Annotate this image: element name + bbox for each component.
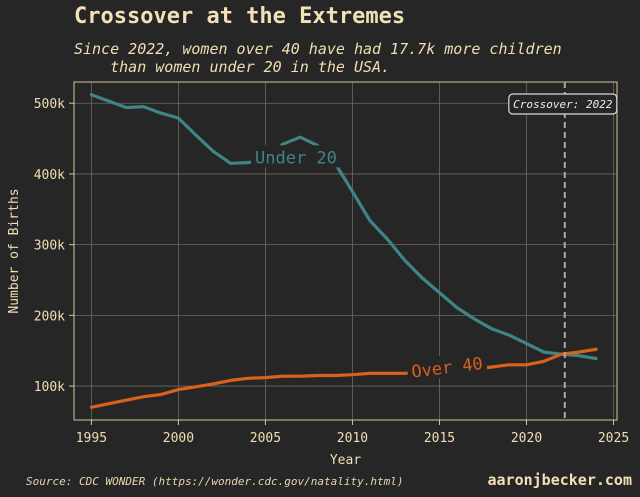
x-tick-label: 2025 [598,431,629,446]
x-tick-label: 2010 [337,431,368,446]
crossover-label-box [508,93,618,115]
x-tick-label: 2015 [424,431,455,446]
series-label-over-40: Over 40 [410,354,484,383]
y-tick-label: 200k [34,309,65,324]
series-label-under-20: Under 20 [255,148,337,168]
y-axis-label: Number of Births [7,188,22,313]
chart-title: Crossover at the Extremes [74,4,406,29]
y-tick-label: 300k [34,239,65,254]
series-line-under-20 [89,93,598,361]
x-tick-label: 1995 [76,431,107,446]
source-note: Source: CDC WONDER (https://wonder.cdc.g… [26,475,404,488]
brand-label: aaronjbecker.com [487,471,633,489]
x-tick-label: 2000 [163,431,194,446]
x-tick-label: 2020 [511,431,542,446]
y-tick-label: 400k [34,168,65,183]
crossover-label: Crossover: 2022 [513,98,613,111]
series-group [89,93,598,409]
series-label-bg [251,145,341,168]
series-label-bg [406,350,488,383]
x-tick-label: 2005 [250,431,281,446]
plot-frame [73,81,618,421]
x-axis-label: Year [330,453,361,468]
y-tick-label: 100k [34,380,65,395]
chart-subtitle: Since 2022, women over 40 have had 17.7k… [74,40,562,76]
y-tick-label: 500k [34,97,65,112]
series-line-over-40 [89,347,598,409]
